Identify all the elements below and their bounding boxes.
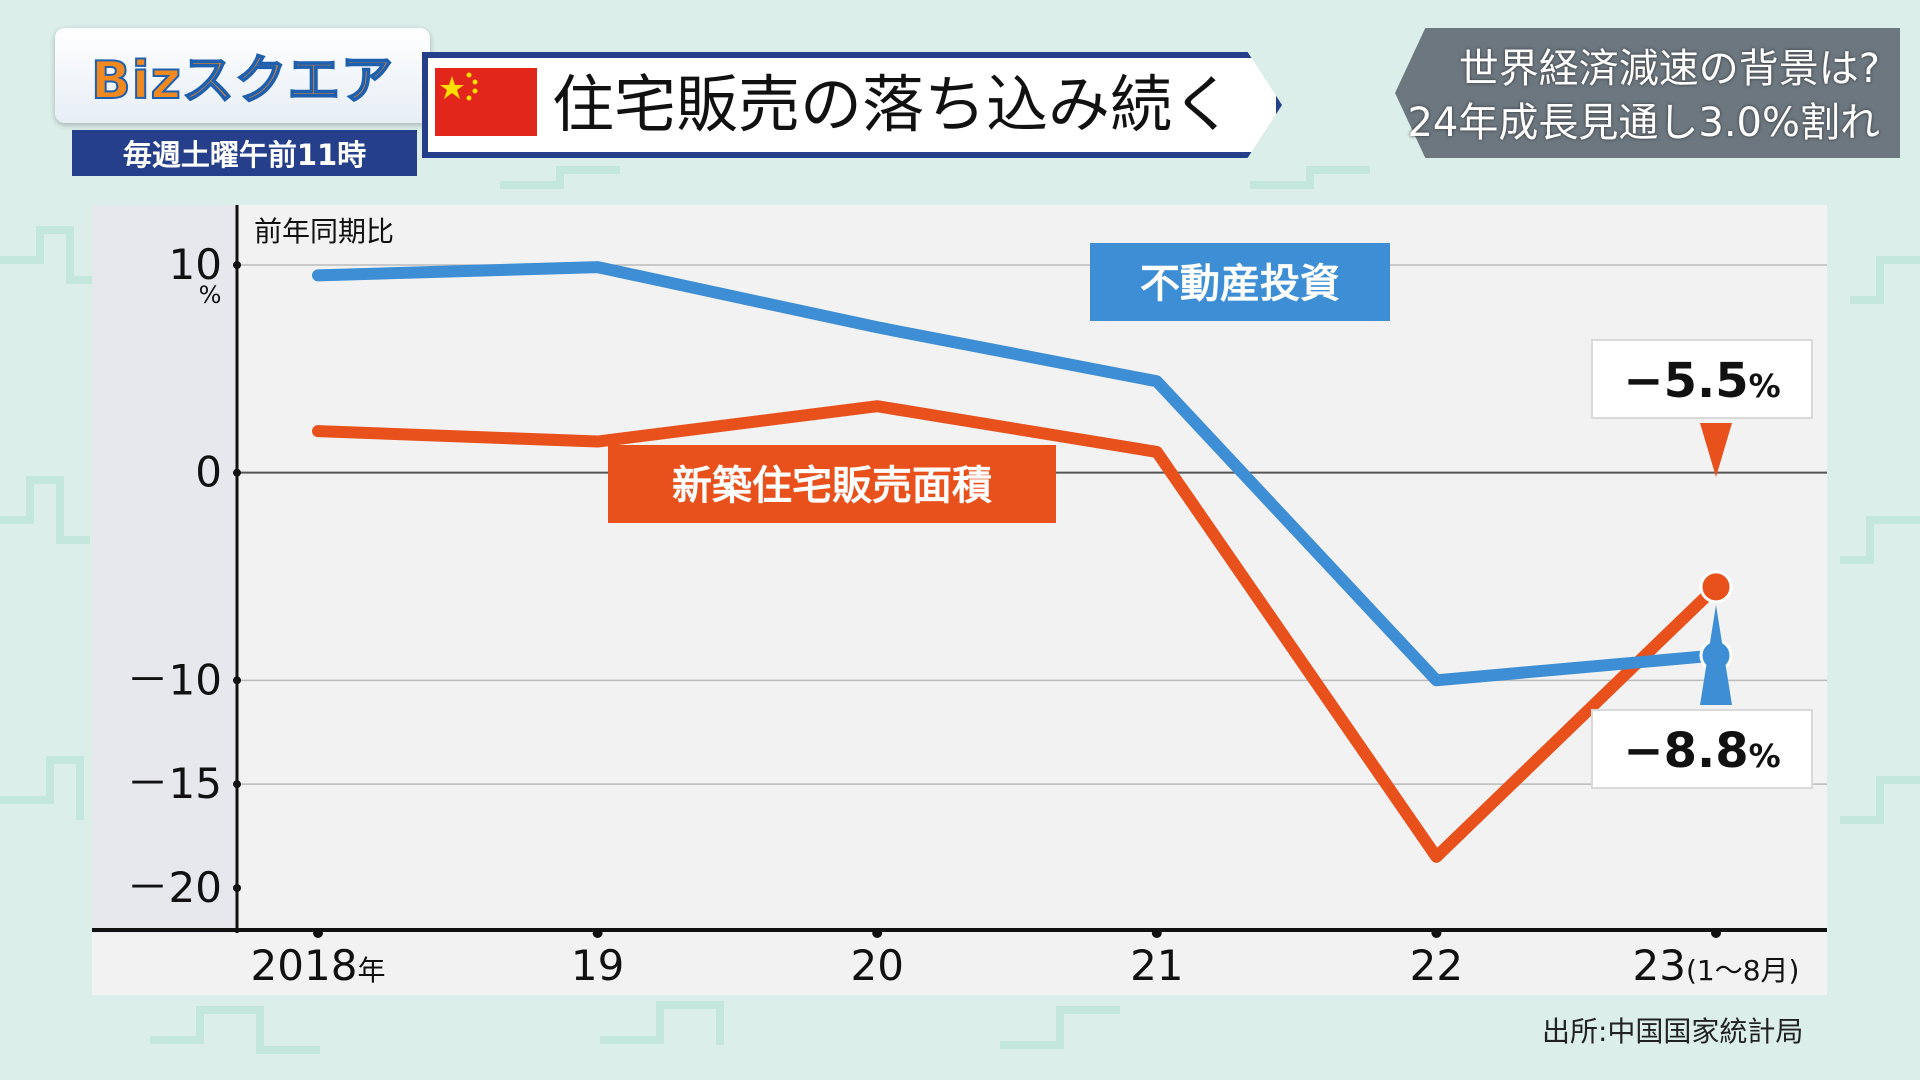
logo-text: Bizスクエア (90, 50, 394, 112)
series-label-new-housing-sales-area: 新築住宅販売面積 (672, 463, 992, 509)
x-tick-label: 23(1～8月) (1633, 941, 1800, 990)
x-tick-label: 2018年 (251, 941, 386, 990)
end-value-label: −8.8% (1623, 723, 1780, 779)
y-tick-label: 10 (169, 240, 222, 289)
x-tick-label: 20 (850, 941, 903, 990)
callout-pointer (1700, 605, 1732, 705)
chart-background (92, 205, 1827, 995)
x-tick-mark (313, 928, 323, 938)
y-tick-label: －10 (127, 655, 222, 704)
y-axis-unit: % (199, 281, 222, 309)
series-label-box (1090, 243, 1390, 321)
callout-pointer (1700, 423, 1732, 477)
y-tick-label: －15 (127, 759, 222, 808)
show-logo: Bizスクエア (55, 28, 430, 123)
x-tick-label: 21 (1130, 941, 1183, 990)
callout-box (1591, 339, 1813, 419)
china-flag-icon (435, 68, 537, 136)
banner-line-2: 24年成長見通し3.0%割れ (1407, 100, 1880, 146)
x-tick-mark (1711, 928, 1721, 938)
x-tick-label: 19 (571, 941, 624, 990)
x-tick-mark (1151, 928, 1162, 938)
y-tick-label: 0 (195, 448, 222, 497)
chart-panel: 10 0 －10 －15 －20 前年同期比% 2018年 19 20 21 22 23(1～8月) … (92, 205, 1827, 995)
x-tick-mark (872, 928, 883, 938)
end-point-marker (1699, 570, 1733, 604)
y-axis-panel (92, 205, 237, 933)
page-title: 住宅販売の落ち込み続く (552, 68, 1235, 141)
x-tick-label: 22 (1410, 941, 1463, 990)
title-frame (422, 52, 1282, 158)
broadcast-schedule: 毎週土曜午前11時 (72, 130, 417, 176)
end-value-label: −5.5% (1623, 353, 1780, 409)
source-note: 出所:中国国家統計局 (1542, 1015, 1804, 1048)
topic-banner (1395, 28, 1900, 158)
y-tick-label: －20 (127, 863, 222, 912)
series-label-box (608, 445, 1056, 523)
banner-line-1: 世界経済減速の背景は? (1458, 46, 1880, 92)
x-tick-mark (592, 928, 603, 938)
x-tick-mark (1431, 928, 1442, 938)
y-axis-header: 前年同期比 (254, 215, 394, 248)
series-line-real-estate-investment (312, 261, 1722, 687)
series-label-real-estate-investment: 不動産投資 (1140, 261, 1340, 307)
callout-box (1591, 709, 1813, 789)
series-line-new-housing-sales-area (312, 400, 1722, 863)
